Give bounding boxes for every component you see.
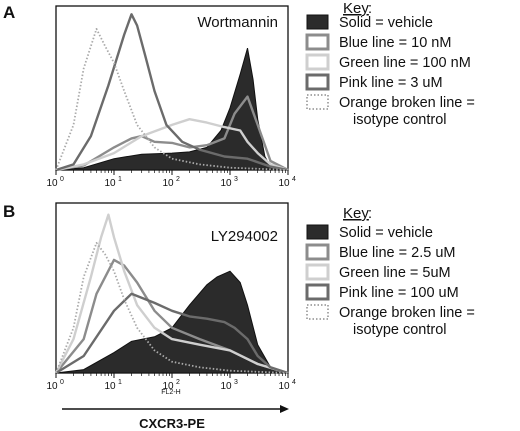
plot-area-a [55,13,289,172]
x-ticks-a: 10 0 10 1 10 2 10 3 10 4 [46,170,296,189]
legend-swatch [305,283,330,301]
x-tick-exponent: 3 [234,379,238,386]
legend-a: Key:Solid = vehicle Blue line = 10 nM Gree… [305,0,475,128]
legend-swatch [306,224,329,240]
legend-title-colon: : [368,206,372,222]
legend-swatch [305,243,330,261]
x-tick-exponent: 0 [60,176,64,183]
x-tick-label: 10 [278,381,290,392]
x-tick-label: 10 [220,178,232,189]
drug-label-b: LY294002 [211,228,278,245]
series-b-0-fill [55,270,289,374]
series-b-2-line [54,213,289,375]
legend-swatch [305,53,330,71]
x-tick-label: 10 [220,381,232,392]
legend-title-colon: : [368,1,372,17]
legend-entry: Blue line = 10 nM [339,35,451,51]
x-ticks-b: 10 0 10 1 10 2 10 3 10 4 [46,373,296,392]
x-tick-exponent: 3 [234,176,238,183]
legend-title: Key [343,205,369,222]
legend-swatch [306,94,329,110]
x-tick-label: 10 [162,381,174,392]
x-tick-label: 10 [162,178,174,189]
x-tick-exponent: 0 [60,379,64,386]
series-a-2-line [55,118,289,172]
legend-entry: Blue line = 2.5 uM [339,245,455,261]
series-b-4-line [55,242,289,374]
legend-entry: Orange broken line = [339,305,475,321]
panel-letter-a: A [3,3,15,22]
series-a-3-line [55,13,289,172]
panel-b: B LY294002 10 0 10 1 10 2 10 3 10 4 FL2-H Key:Sol… [3,202,475,396]
x-tick-exponent: 4 [292,176,296,183]
legend-swatch [305,73,330,91]
legend-entry: Solid = vehicle [339,225,433,241]
legend-entry: Pink line = 3 uM [339,75,443,91]
series-a-1-line [55,95,289,172]
x-tick-exponent: 2 [176,379,180,386]
series-b-3-line [55,292,289,375]
x-tick-label: 10 [278,178,290,189]
channel-label-b: FL2-H [161,389,180,396]
legend-entry: Orange broken line = [339,95,475,111]
plot-area-b [54,213,289,375]
x-tick-exponent: 1 [118,176,122,183]
legend-b: Key: Solid = vehicle Blue line = 2.5 uM Gre… [305,205,475,338]
x-axis-arrow-head [280,405,289,413]
legend-swatch [306,14,329,30]
panel-a: A Wortmannin 10 0 10 1 10 2 10 3 10 4 Key:Solid =… [3,0,475,189]
drug-label-a: Wortmannin [197,14,278,31]
x-tick-label: 10 [46,178,58,189]
legend-entry: Pink line = 100 uM [339,285,459,301]
x-tick-exponent: 1 [118,379,122,386]
series-a-4-line [55,28,289,171]
x-tick-label: 10 [104,381,116,392]
legend-entry: Solid = vehicle [339,15,433,31]
x-tick-exponent: 2 [176,176,180,183]
legend-entry: isotype control [353,322,447,338]
legend-swatch [305,33,330,51]
legend-entry: isotype control [353,112,447,128]
x-tick-label: 10 [104,178,116,189]
legend-title: Key [343,0,369,17]
legend-swatch [306,304,329,320]
x-tick-exponent: 4 [292,379,296,386]
legend-swatch [305,263,330,281]
x-tick-label: 10 [46,381,58,392]
legend-entry: Green line = 5uM [339,265,451,281]
x-axis-title: CXCR3-PE [139,416,205,431]
panel-letter-b: B [3,202,15,221]
legend-entry: Green line = 100 nM [339,55,471,71]
